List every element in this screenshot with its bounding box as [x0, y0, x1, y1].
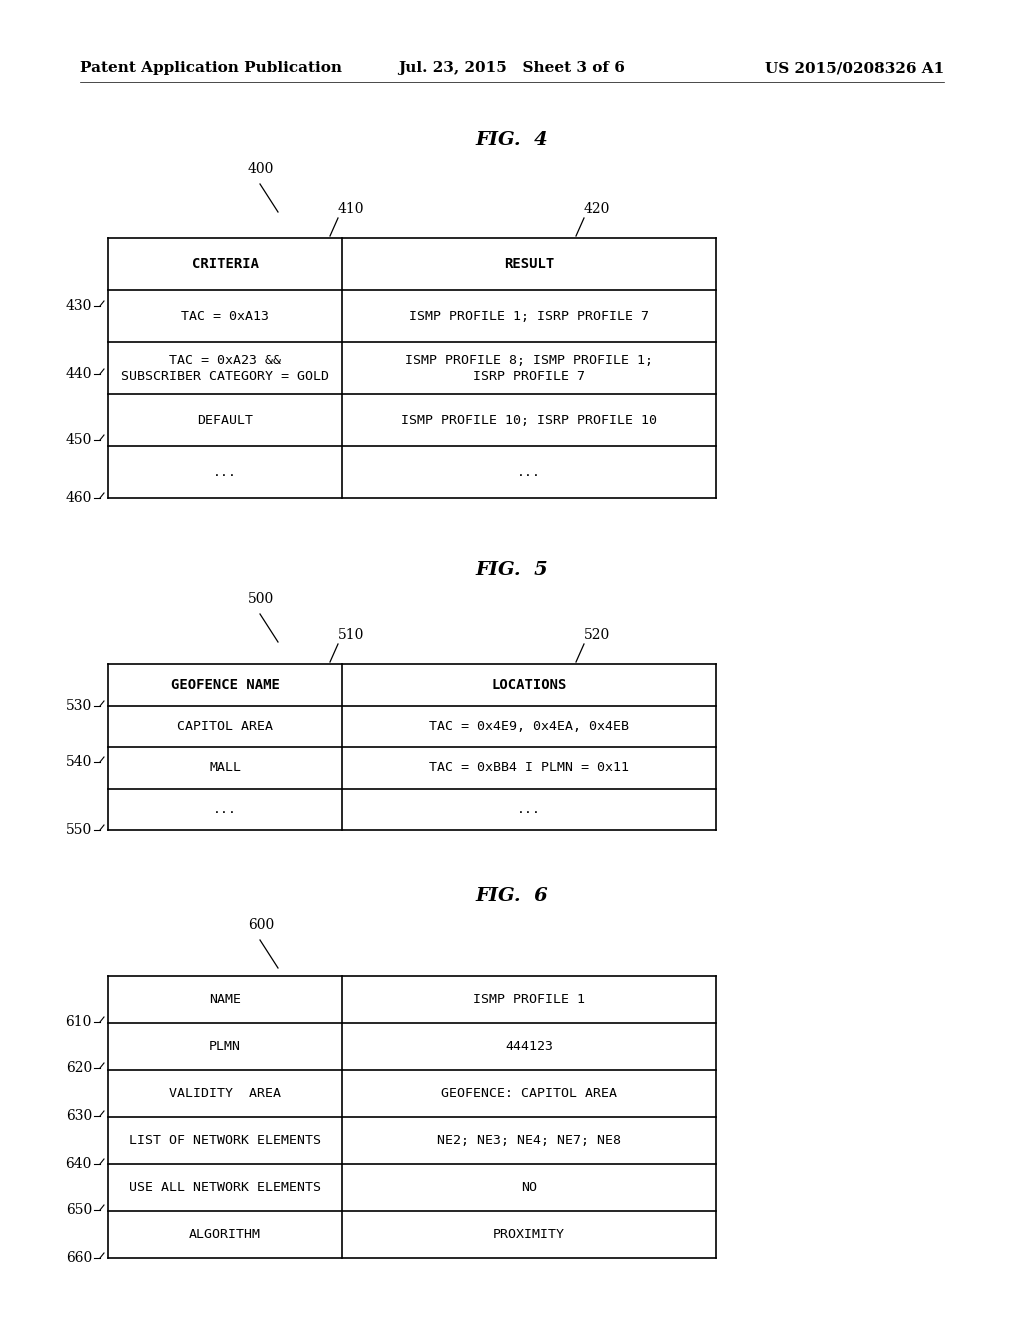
Text: 600: 600	[248, 917, 274, 932]
Text: 450: 450	[66, 433, 92, 447]
Text: TAC = 0xA13: TAC = 0xA13	[181, 309, 269, 322]
Text: RESULT: RESULT	[504, 257, 554, 271]
Text: FIG.  5: FIG. 5	[475, 561, 549, 579]
Text: TAC = 0x4E9, 0x4EA, 0x4EB: TAC = 0x4E9, 0x4EA, 0x4EB	[429, 719, 629, 733]
Text: 660: 660	[66, 1251, 92, 1265]
Text: 510: 510	[338, 628, 365, 642]
Text: 610: 610	[66, 1015, 92, 1030]
Text: NO: NO	[521, 1181, 537, 1195]
Text: GEOFENCE NAME: GEOFENCE NAME	[171, 677, 280, 692]
Text: PROXIMITY: PROXIMITY	[493, 1228, 565, 1241]
Text: ISMP PROFILE 8; ISMP PROFILE 1;
ISRP PROFILE 7: ISMP PROFILE 8; ISMP PROFILE 1; ISRP PRO…	[406, 354, 653, 383]
Text: Patent Application Publication: Patent Application Publication	[80, 61, 342, 75]
Text: US 2015/0208326 A1: US 2015/0208326 A1	[765, 61, 944, 75]
Text: VALIDITY  AREA: VALIDITY AREA	[169, 1086, 281, 1100]
Text: MALL: MALL	[209, 762, 241, 775]
Text: ISMP PROFILE 1; ISRP PROFILE 7: ISMP PROFILE 1; ISRP PROFILE 7	[409, 309, 649, 322]
Text: 650: 650	[66, 1203, 92, 1217]
Text: CAPITOL AREA: CAPITOL AREA	[177, 719, 273, 733]
Text: 410: 410	[338, 202, 365, 216]
Text: FIG.  6: FIG. 6	[475, 887, 549, 906]
Text: FIG.  4: FIG. 4	[475, 131, 549, 149]
Text: LOCATIONS: LOCATIONS	[492, 677, 566, 692]
Text: 630: 630	[66, 1109, 92, 1123]
Text: Jul. 23, 2015   Sheet 3 of 6: Jul. 23, 2015 Sheet 3 of 6	[398, 61, 626, 75]
Text: 540: 540	[66, 755, 92, 770]
Text: DEFAULT: DEFAULT	[197, 413, 253, 426]
Text: GEOFENCE: CAPITOL AREA: GEOFENCE: CAPITOL AREA	[441, 1086, 617, 1100]
Text: 460: 460	[66, 491, 92, 506]
Text: NE2; NE3; NE4; NE7; NE8: NE2; NE3; NE4; NE7; NE8	[437, 1134, 621, 1147]
Text: CRITERIA: CRITERIA	[191, 257, 258, 271]
Text: 620: 620	[66, 1061, 92, 1074]
Text: ...: ...	[213, 466, 237, 479]
Text: 400: 400	[248, 162, 274, 176]
Text: TAC = 0xA23 &&
SUBSCRIBER CATEGORY = GOLD: TAC = 0xA23 && SUBSCRIBER CATEGORY = GOL…	[121, 354, 329, 383]
Text: 430: 430	[66, 300, 92, 313]
Text: ...: ...	[517, 803, 541, 816]
Text: 420: 420	[584, 202, 610, 216]
Text: 500: 500	[248, 591, 274, 606]
Text: LIST OF NETWORK ELEMENTS: LIST OF NETWORK ELEMENTS	[129, 1134, 322, 1147]
Text: 444123: 444123	[505, 1040, 553, 1053]
Text: USE ALL NETWORK ELEMENTS: USE ALL NETWORK ELEMENTS	[129, 1181, 322, 1195]
Text: 530: 530	[66, 700, 92, 713]
Text: 440: 440	[66, 367, 92, 381]
Text: 550: 550	[66, 822, 92, 837]
Text: PLMN: PLMN	[209, 1040, 241, 1053]
Text: 520: 520	[584, 628, 610, 642]
Text: ISMP PROFILE 1: ISMP PROFILE 1	[473, 993, 585, 1006]
Text: TAC = 0xBB4 I PLMN = 0x11: TAC = 0xBB4 I PLMN = 0x11	[429, 762, 629, 775]
Text: 640: 640	[66, 1158, 92, 1171]
Text: ...: ...	[517, 466, 541, 479]
Text: ...: ...	[213, 803, 237, 816]
Text: ALGORITHM: ALGORITHM	[189, 1228, 261, 1241]
Text: NAME: NAME	[209, 993, 241, 1006]
Text: ISMP PROFILE 10; ISRP PROFILE 10: ISMP PROFILE 10; ISRP PROFILE 10	[401, 413, 657, 426]
